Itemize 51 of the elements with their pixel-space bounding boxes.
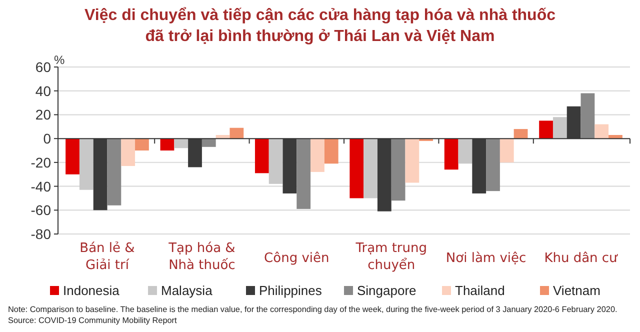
bar [160,138,174,150]
x-tick-label: Khu dân cư [544,251,618,266]
bar [121,138,136,166]
x-tick-label: Công viên [264,251,330,266]
x-tick-label: Nơi làm việc [446,251,526,266]
y-tick-label: -40 [30,178,52,194]
legend-label: Philippines [259,283,322,298]
bar [350,138,364,198]
text: Note: Comparison to baseline. The baseline is the median value, for the corresponding day of the week, during the five-week period of 3 January 2020-6 February 2020. [8,305,618,314]
bar [405,138,420,183]
bar [268,138,283,184]
bar [552,117,567,139]
bar [79,138,94,190]
y-tick-label: 0 [43,130,52,147]
bar [230,128,244,139]
bar [514,129,528,139]
y-tick-label: -80 [30,226,52,242]
y-axis-title: % [54,53,65,67]
bar [202,138,216,147]
y-tick-label: 60 [35,59,52,75]
bar [135,138,149,150]
y-tick-label: 40 [35,82,52,99]
bar [391,138,406,201]
bar [66,138,80,174]
x-tick-label: Bán lẻ & Giải trí [80,241,135,273]
y-tick-label: 20 [35,106,52,123]
legend-label: Thailand [455,283,505,298]
bar [594,124,609,139]
bar [539,120,553,139]
bar [458,138,472,164]
legend-label: Indonesia [63,283,120,298]
source-note: Source: COVID-19 Community Mobility Report [8,316,178,325]
bar [364,138,378,198]
bar [500,138,514,162]
bar [174,138,188,148]
bar [324,138,338,164]
legend-label: Malaysia [161,283,214,298]
bar [486,138,500,192]
x-tick-label: Tạp hóa & Nhà thuốc [168,241,236,273]
x-tick-label: Trạm trung chuyển [354,241,428,273]
bar [296,138,311,209]
bar [254,138,269,174]
bar [580,93,595,139]
legend-label: Vietnam [553,283,600,298]
bar [107,138,122,206]
legend-label: Singapore [357,283,416,298]
bar [310,138,324,172]
y-tick-label: -60 [30,202,52,218]
y-tick-label: -20 [30,154,52,170]
chart-title: Việc di chuyển và tiếp cận các cửa hàng tạp hóa và nhà thuốc đã trở lại bình thường ở Thái Lan và Việt Nam [84,7,556,45]
bar [444,138,458,170]
